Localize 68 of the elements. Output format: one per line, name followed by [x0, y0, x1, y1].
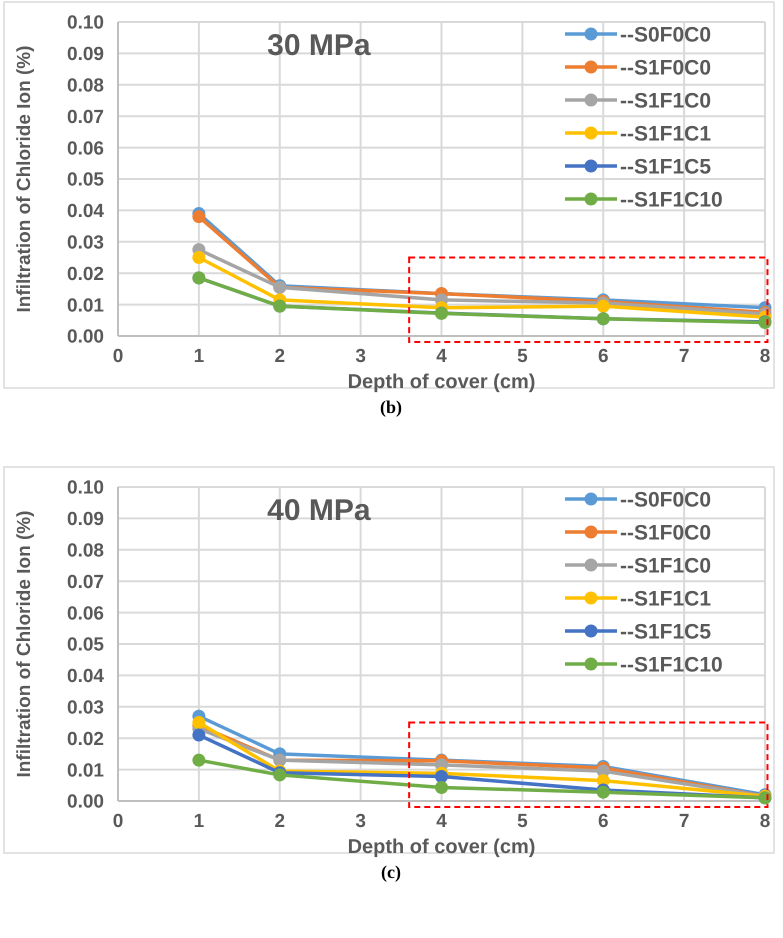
y-tick-label: 0.01	[67, 295, 104, 316]
x-tick-label: 6	[598, 811, 609, 832]
x-tick-label: 7	[678, 346, 690, 367]
x-tick-label: 1	[194, 811, 205, 832]
x-tick-label: 3	[355, 811, 366, 832]
x-tick-label: 8	[760, 346, 770, 367]
y-tick-label: 0.09	[67, 509, 104, 530]
x-tick-label: 5	[517, 811, 528, 832]
y-tick-label: 0.04	[67, 666, 104, 688]
legend-label: --S1F1C0	[620, 89, 712, 112]
point	[435, 781, 448, 794]
y-tick-label: 0.01	[67, 760, 104, 782]
y-axis-title: Infiltration of Chloride Ion (%)	[14, 510, 35, 778]
y-tick-label: 0.06	[67, 138, 104, 160]
point	[596, 300, 610, 313]
y-tick-label: 0.10	[67, 478, 104, 499]
point	[192, 210, 206, 224]
legend-label: --S1F0C0	[620, 56, 712, 80]
x-tick-label: 7	[678, 811, 690, 832]
text: (c)	[381, 862, 401, 882]
point	[192, 716, 206, 729]
y-tick-label: 0.07	[67, 572, 104, 593]
legend-label: --S1F1C5	[620, 620, 712, 644]
x-tick-label: 5	[517, 346, 528, 367]
y-tick-label: 0.03	[67, 232, 104, 254]
legend-label: --S1F1C1	[620, 122, 712, 146]
text: (b)	[380, 397, 402, 417]
point	[192, 251, 206, 264]
y-tick-label: 0.03	[67, 697, 104, 718]
legend-label: --S1F1C1	[620, 587, 712, 610]
y-tick-label: 0.05	[67, 170, 104, 191]
x-tick-label: 0	[112, 346, 124, 367]
x-tick-label: 0	[112, 811, 124, 832]
x-tick-label: 4	[436, 811, 448, 832]
legend-label: --S1F1C0	[620, 554, 712, 578]
y-tick-label: 0.06	[67, 603, 104, 624]
chart-title: 40 MPa	[267, 494, 371, 527]
legend-label: --S1F0C0	[620, 521, 712, 544]
y-tick-label: 0.04	[67, 201, 104, 222]
y-tick-label: 0.08	[67, 540, 104, 562]
y-tick-label: 0.00	[67, 792, 104, 813]
x-tick-label: 6	[598, 346, 609, 367]
x-tick-label: 2	[274, 811, 286, 832]
y-tick-label: 0.09	[67, 44, 104, 66]
x-axis-title: Depth of cover (cm)	[348, 836, 536, 858]
y-axis-title: Infiltration of Chloride Ion (%)	[14, 45, 35, 313]
point	[192, 728, 206, 742]
x-tick-label: 4	[436, 346, 448, 367]
legend-label: --S1F1C10	[620, 188, 723, 212]
x-tick-label: 3	[355, 346, 366, 367]
legend-label: --S0F0C0	[620, 488, 712, 512]
x-tick-label: 8	[760, 811, 770, 832]
legend-label: --S0F0C0	[620, 23, 712, 46]
y-tick-label: 0.02	[67, 264, 104, 285]
legend-label: --S1F1C5	[620, 155, 712, 178]
point	[435, 770, 448, 784]
chart-title: 30 MPa	[267, 29, 371, 62]
x-tick-label: 2	[274, 346, 286, 367]
y-tick-label: 0.07	[67, 106, 104, 128]
y-tick-label: 0.00	[67, 326, 104, 348]
x-axis-title: Depth of cover (cm)	[348, 371, 536, 393]
point	[192, 754, 206, 767]
y-tick-label: 0.05	[67, 634, 104, 656]
y-tick-label: 0.10	[67, 12, 104, 34]
y-tick-label: 0.08	[67, 75, 104, 96]
legend-label: --S1F1C10	[620, 653, 723, 676]
x-tick-label: 1	[194, 346, 205, 367]
y-tick-label: 0.02	[67, 728, 104, 750]
